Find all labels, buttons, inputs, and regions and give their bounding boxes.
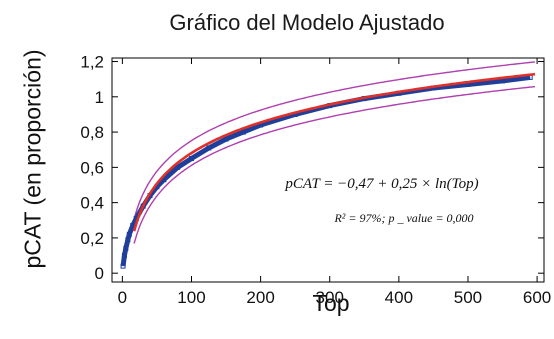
x-tick-label: 200 — [246, 288, 274, 307]
observed-series-line — [120, 74, 531, 267]
observed-point — [121, 253, 127, 259]
y-tick-label: 1,2 — [80, 53, 104, 72]
lower-band-line — [133, 85, 536, 244]
observed-point — [240, 129, 246, 135]
x-tick-label: 300 — [316, 288, 344, 307]
y-tick-label: 0,2 — [80, 229, 104, 248]
stats-annotation: R² = 97%; p _ value = 0,000 — [333, 211, 473, 225]
y-tick-label: 1 — [95, 88, 104, 107]
equation-annotation: pCAT = −0,47 + 0,25 × ln(Top) — [284, 176, 478, 192]
axis-ticks: 0 100 200 300 400 500 600 0 0,2 0,4 0,6 0,8 1 1,2 — [80, 53, 551, 307]
x-tick-label: 100 — [177, 288, 205, 307]
observed-point — [123, 245, 129, 251]
x-tick-label: 400 — [385, 288, 413, 307]
observed-point — [188, 156, 194, 162]
y-tick-label: 0 — [95, 264, 104, 283]
fitted-curve-line — [132, 72, 536, 232]
y-tick-label: 0,4 — [80, 194, 104, 213]
series-layer — [120, 61, 536, 269]
observed-point — [125, 237, 131, 243]
plot-frame — [111, 57, 545, 283]
observed-point — [120, 263, 126, 269]
y-tick-label: 0,8 — [80, 123, 104, 142]
x-axis-label: Top — [312, 290, 350, 316]
y-tick-label: 0,6 — [80, 158, 104, 177]
observed-point — [223, 136, 229, 142]
observed-point — [126, 231, 132, 237]
x-tick-label: 600 — [523, 288, 551, 307]
chart-title: Gráfico del Modelo Ajustado — [169, 10, 445, 35]
x-tick-label: 0 — [118, 288, 127, 307]
x-tick-label: 500 — [454, 288, 482, 307]
observed-point — [206, 145, 212, 151]
observed-point — [175, 164, 181, 170]
upper-band-line — [133, 61, 536, 220]
